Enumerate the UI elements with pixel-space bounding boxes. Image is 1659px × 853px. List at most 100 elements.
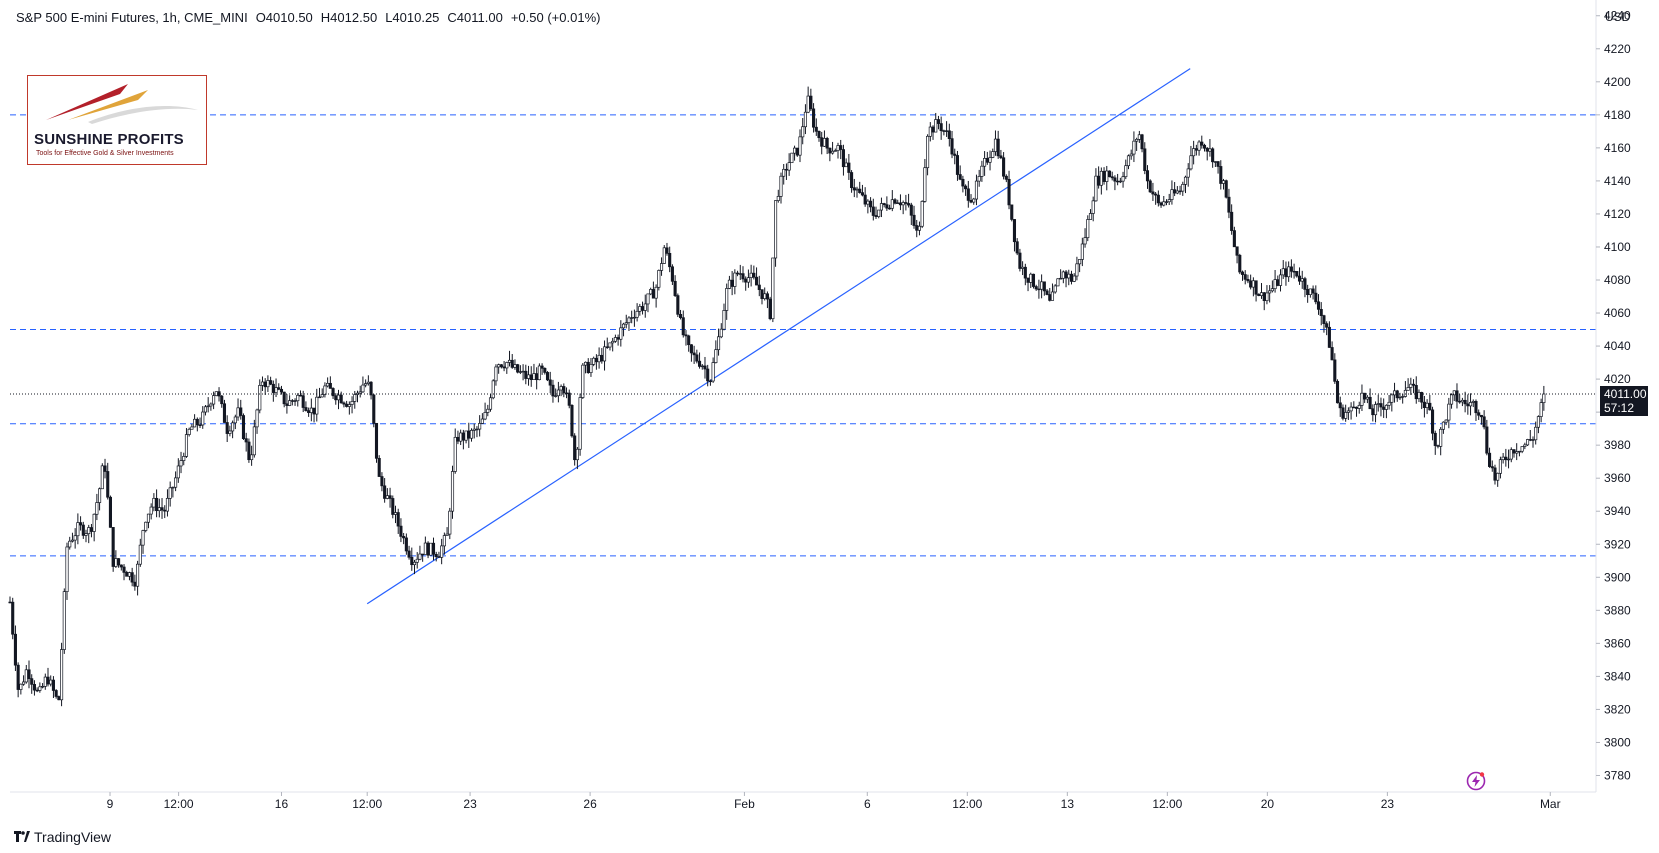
last-price-tag: 4011.00 57:12	[1600, 385, 1648, 416]
candle	[559, 384, 563, 397]
candle-body	[1216, 161, 1220, 167]
candle	[863, 187, 867, 207]
candle-body	[755, 276, 759, 286]
candle-body	[627, 317, 631, 324]
price-axis[interactable]: 3780 3800 3820 3840 3860 3880 3900 3920 3940 3960…	[1595, 0, 1631, 792]
candle	[1352, 401, 1356, 409]
candle	[670, 264, 674, 285]
candle	[912, 205, 916, 229]
candle	[165, 489, 170, 517]
candle-body	[1460, 399, 1464, 403]
candle-body	[1018, 252, 1022, 269]
candle-body	[1086, 219, 1090, 239]
candle-body	[247, 441, 251, 461]
candle	[627, 316, 631, 331]
candle-body	[1287, 266, 1291, 278]
candle	[103, 458, 107, 479]
candle	[958, 165, 962, 181]
candle	[307, 407, 311, 417]
candle-body	[1474, 401, 1478, 414]
candle-body	[991, 151, 995, 158]
candle	[630, 310, 634, 324]
candle	[947, 123, 951, 147]
candle	[665, 242, 669, 256]
candle	[964, 184, 968, 196]
candle	[643, 294, 647, 318]
candle	[1116, 173, 1120, 186]
candle	[1010, 204, 1014, 222]
time-axis[interactable]: 9 12:00 16 12:00 23 26 Feb 6 12:00 13 12:00 20 23 Mar	[10, 791, 1596, 811]
candle-body	[611, 340, 615, 344]
candle	[228, 425, 232, 437]
lightning-icon[interactable]	[1466, 771, 1486, 791]
candle	[399, 518, 403, 543]
candle	[1346, 407, 1350, 420]
candle-body	[160, 507, 164, 511]
candle	[98, 487, 102, 511]
candle	[1273, 270, 1277, 293]
candle-body	[1097, 175, 1101, 186]
candle-body	[117, 558, 121, 566]
candle-body	[426, 542, 430, 556]
candle	[866, 199, 870, 214]
candle	[1126, 154, 1131, 170]
candle-body	[1368, 396, 1372, 410]
candle-body	[719, 328, 723, 338]
currency-label[interactable]: USD	[1605, 10, 1631, 24]
candle	[22, 675, 26, 686]
candle-body	[1221, 180, 1226, 184]
symbol-name[interactable]: S&P 500 E-mini Futures, 1h, CME_MINI	[16, 10, 248, 25]
candle-body	[806, 95, 810, 113]
candle-body	[904, 202, 908, 204]
candle-body	[1292, 270, 1296, 273]
candle-body	[258, 385, 262, 411]
candle-body	[418, 553, 422, 560]
candle	[1156, 190, 1160, 207]
candle	[282, 391, 286, 408]
candle-body	[516, 364, 520, 373]
candle	[81, 521, 85, 539]
candle	[855, 186, 859, 198]
candle-body	[1526, 439, 1530, 446]
candle-body	[524, 370, 528, 379]
x-tick-label: 16	[275, 797, 289, 811]
candle-body	[388, 495, 392, 499]
candle	[339, 391, 343, 404]
candle-body	[1015, 241, 1019, 254]
tradingview-footer[interactable]: TradingView	[14, 829, 111, 845]
candle-body	[361, 384, 365, 393]
candle-body	[366, 381, 370, 384]
candle-body	[298, 394, 303, 397]
candle	[1512, 449, 1516, 458]
candle	[1124, 159, 1128, 180]
candle	[1099, 167, 1103, 195]
candle	[841, 144, 845, 176]
candle-body	[1306, 289, 1310, 296]
candle	[1474, 399, 1478, 421]
candle	[907, 193, 911, 208]
candle	[499, 363, 503, 369]
candle-body	[54, 690, 58, 697]
candle-body	[380, 476, 384, 487]
candle-body	[244, 438, 248, 443]
candle	[977, 169, 981, 187]
candle-body	[689, 344, 693, 354]
candle-body	[505, 362, 509, 369]
candle-body	[635, 310, 639, 318]
candle-body	[1284, 268, 1288, 278]
candle-body	[945, 130, 949, 132]
candle	[1507, 449, 1511, 469]
candle-body	[757, 284, 761, 290]
candle-body	[831, 150, 835, 154]
candle-body	[176, 465, 180, 479]
candle-body	[551, 384, 555, 397]
candle	[187, 427, 191, 437]
candle-body	[784, 168, 788, 171]
candle	[1384, 404, 1388, 419]
candle-body	[575, 448, 579, 461]
candle-body	[1330, 347, 1334, 361]
candle	[953, 148, 957, 165]
candle	[1034, 284, 1038, 291]
y-tick-label: 3860	[1604, 636, 1631, 650]
